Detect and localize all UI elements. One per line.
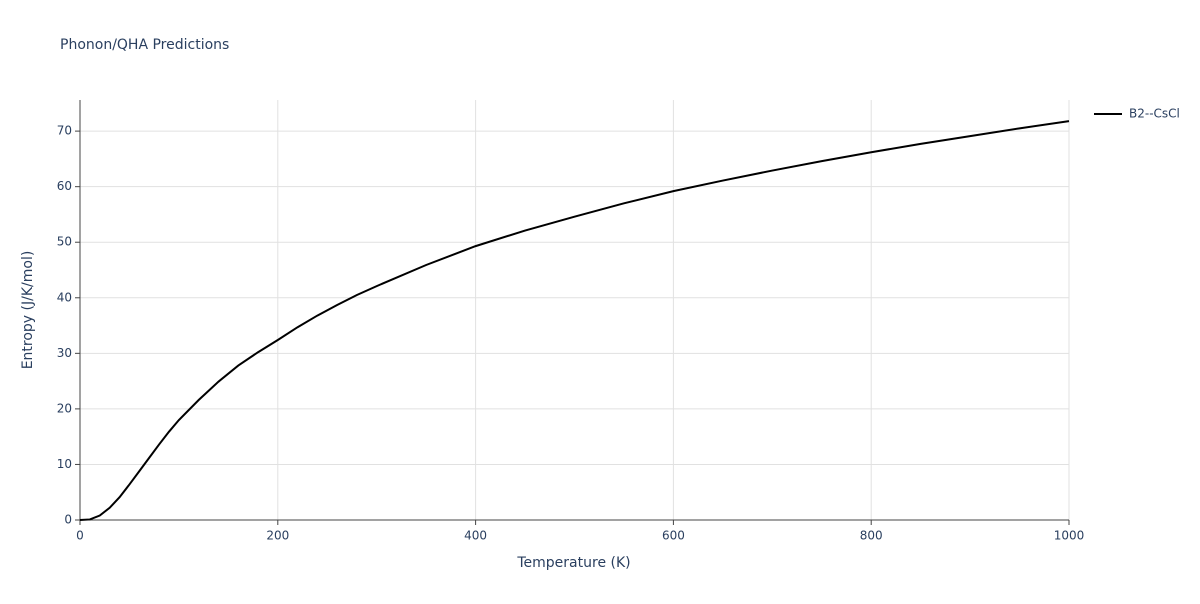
y-tick-label: 30 [57,346,72,360]
y-tick-label: 50 [57,235,72,249]
x-axis-label: Temperature (K) [516,555,630,571]
y-tick-label: 0 [64,513,72,527]
legend-label: B2--CsCl [1129,107,1180,121]
y-tick-label: 70 [57,124,72,138]
y-tick-label: 10 [57,457,72,471]
x-tick-label: 800 [860,529,883,543]
y-axis-label: Entropy (J/K/mol) [20,251,36,370]
x-tick-label: 600 [662,529,685,543]
y-tick-label: 20 [57,401,72,415]
x-tick-label: 200 [266,529,289,543]
x-tick-label: 0 [76,529,84,543]
data-line [79,120,1070,521]
x-tick-label: 400 [464,529,487,543]
y-tick-label: 40 [57,290,72,304]
x-tick-label: 1000 [1054,529,1085,543]
chart-title: Phonon/QHA Predictions [60,37,229,53]
y-tick-label: 60 [57,179,72,193]
